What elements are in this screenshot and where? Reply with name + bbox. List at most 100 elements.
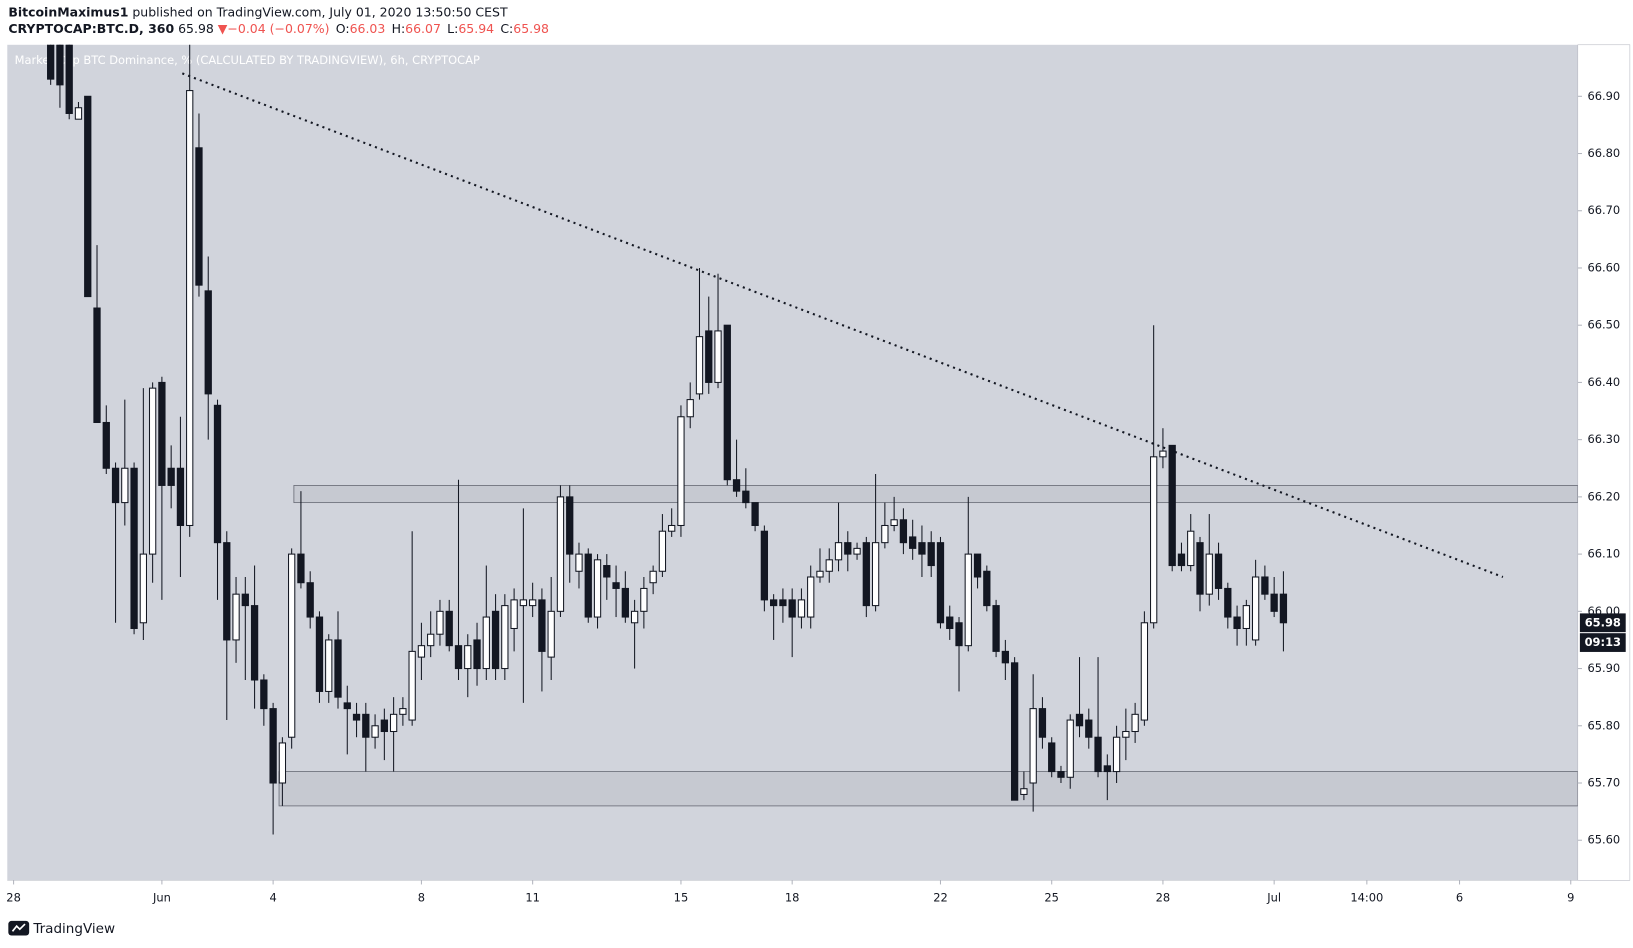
candle-body	[1196, 542, 1204, 595]
candle-body	[288, 553, 296, 738]
candle-body	[250, 605, 259, 681]
candle-body	[195, 147, 203, 286]
x-tick-label: 14:00	[1350, 890, 1383, 904]
candle-body	[983, 570, 991, 607]
candle-body	[260, 679, 268, 710]
x-tick-label: 8	[418, 890, 425, 904]
y-tick-label: 66.70	[1587, 203, 1620, 217]
candle-body	[204, 290, 212, 395]
candle-body	[964, 553, 972, 647]
chart-subtitle: Market Cap BTC Dominance, % (CALCULATED …	[15, 53, 480, 67]
zone	[293, 485, 1578, 504]
candle-body	[1177, 553, 1186, 567]
candle-body	[111, 467, 120, 504]
candle-body	[417, 645, 426, 658]
candle-body	[1085, 719, 1093, 738]
candle-body	[56, 44, 64, 86]
ohlc-value: 66.03	[350, 21, 386, 36]
y-tick-label: 66.30	[1587, 432, 1620, 446]
candle-body	[297, 553, 305, 584]
candle-body	[139, 553, 148, 624]
candle-body	[1057, 771, 1065, 778]
candle-body	[1214, 553, 1223, 589]
candle-body	[927, 542, 935, 567]
candle-body	[871, 542, 880, 607]
candle-body	[1112, 736, 1121, 773]
header-line-1: BitcoinMaximus1 published on TradingView…	[8, 4, 508, 19]
candle-body	[742, 490, 750, 504]
ohlc-label: C:	[500, 21, 513, 36]
candle-body	[899, 519, 908, 544]
candle-body	[102, 421, 110, 469]
candle-body	[121, 467, 129, 504]
ohlc-label: L:	[447, 21, 458, 36]
candle-body	[510, 599, 518, 630]
plot	[47, 44, 1578, 835]
candle-body	[1261, 576, 1269, 595]
candle-body	[973, 553, 982, 578]
candle-body	[501, 605, 509, 670]
y-tick-label: 65.60	[1587, 833, 1620, 847]
candle-body	[1251, 576, 1260, 641]
last-price-tag	[1579, 613, 1626, 633]
candle-body	[427, 633, 435, 647]
candle-body	[936, 542, 945, 624]
candle-body	[232, 593, 240, 641]
candle-body	[445, 610, 453, 647]
candle-body	[65, 44, 73, 114]
x-tick-label: 6	[1456, 890, 1463, 904]
y-tick-label: 66.90	[1587, 89, 1620, 103]
x-tick-label: 22	[933, 890, 948, 904]
x-tick-label: 28	[1156, 890, 1171, 904]
candle-body	[47, 44, 55, 80]
candle-body	[547, 610, 555, 658]
candle-body	[1048, 742, 1056, 773]
candle-body	[955, 622, 963, 647]
published: published on TradingView.com, July 01, 2…	[132, 4, 508, 19]
candle-body	[714, 330, 722, 383]
candle-body	[269, 708, 277, 784]
candle-body	[630, 610, 639, 624]
candle-body	[584, 553, 592, 618]
x-tick-label: 11	[525, 890, 540, 904]
candle-body	[1140, 622, 1149, 721]
candle-body	[1150, 456, 1158, 624]
candle-body	[223, 542, 231, 641]
candle-body	[1131, 713, 1139, 733]
candle-body	[760, 530, 769, 601]
candle-body	[1038, 708, 1047, 738]
candle-body	[658, 530, 667, 572]
candle-body	[890, 519, 898, 527]
candle-body	[612, 582, 620, 589]
candle-body	[482, 616, 490, 670]
candle-body	[130, 467, 138, 630]
candle-body	[677, 416, 685, 527]
candle-body	[325, 639, 333, 692]
candle-body	[74, 107, 83, 120]
candle-body	[566, 496, 574, 555]
ohlc-value: 66.07	[405, 21, 441, 36]
candle-body	[769, 599, 778, 607]
candle-body	[1075, 713, 1084, 727]
countdown-label: 09:13	[1585, 635, 1621, 649]
candle-body	[389, 713, 398, 733]
candle-body	[603, 565, 611, 578]
candle-body	[946, 616, 954, 630]
countdown-tag	[1579, 633, 1626, 652]
candle-body	[278, 742, 287, 784]
candle-body	[491, 610, 500, 670]
candle-body	[732, 479, 741, 492]
y-tick-label: 65.90	[1587, 661, 1620, 675]
candle-body	[1159, 450, 1167, 458]
x-tick-label: Jun	[152, 890, 171, 904]
candle-body	[1242, 605, 1250, 630]
candle-body	[825, 559, 833, 572]
y-tick-label: 65.70	[1587, 776, 1620, 790]
candle-body	[1168, 444, 1176, 567]
symbol: CRYPTOCAP:BTC.D, 360	[8, 21, 174, 36]
zone	[278, 771, 1578, 807]
candle-body	[556, 496, 565, 612]
candle-body	[992, 605, 1000, 652]
candle-body	[1270, 593, 1278, 612]
